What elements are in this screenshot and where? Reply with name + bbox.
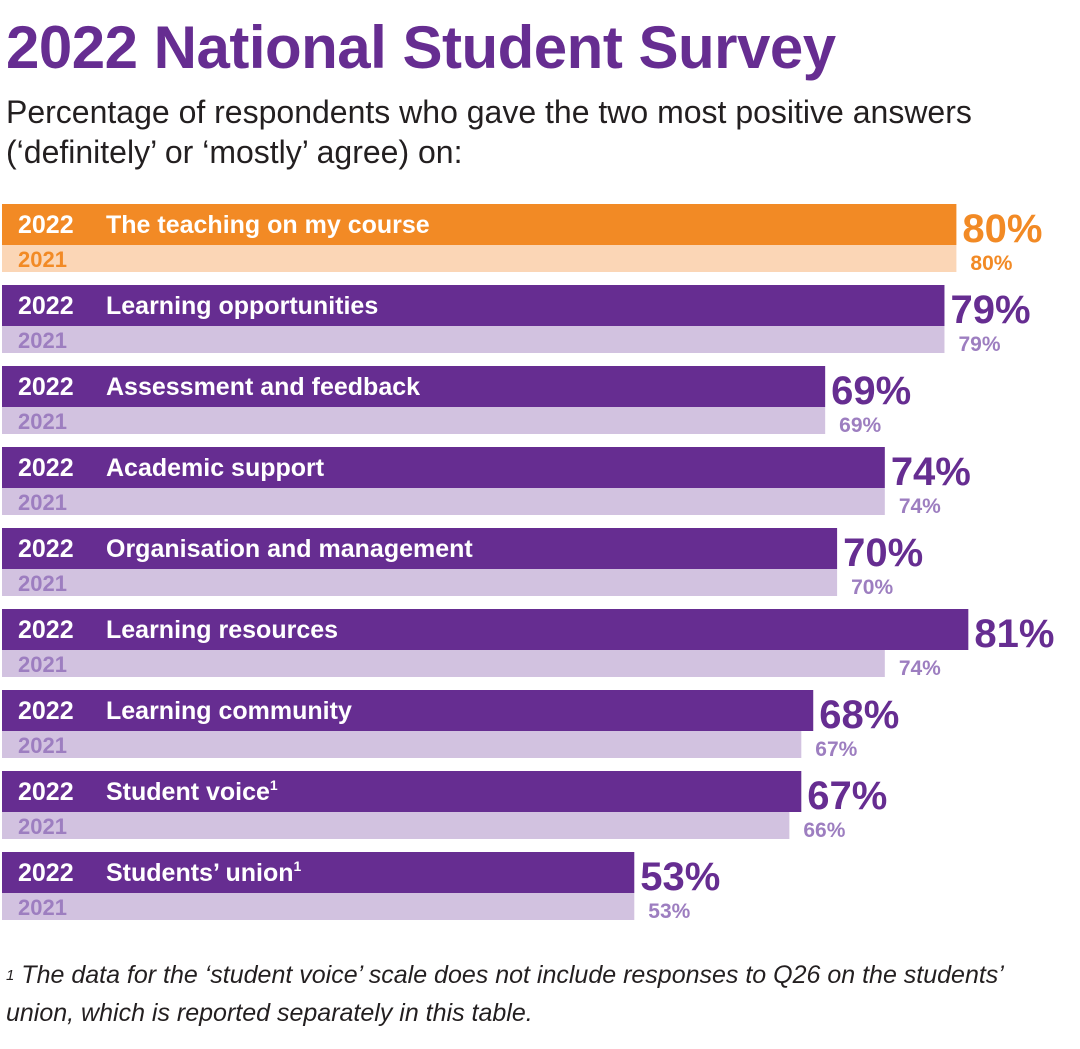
bar-2021: [2, 650, 885, 677]
bar-2022: [2, 609, 969, 650]
bar-2022: [2, 447, 885, 488]
category-label: Assessment and feedback: [106, 373, 420, 401]
bar-2022: [2, 204, 957, 245]
bar-2022: [2, 852, 635, 893]
value-label-2022: 79%: [950, 288, 1030, 332]
category-label: Learning opportunities: [106, 292, 378, 320]
value-label-2021: 70%: [851, 576, 893, 599]
bar-2022: [2, 690, 814, 731]
year-label-2021: 2021: [18, 814, 67, 839]
year-label-2021: 2021: [18, 247, 67, 272]
year-label-2022: 2022: [18, 211, 74, 239]
footnote-marker: 1: [6, 967, 15, 984]
bar-2021: [2, 569, 838, 596]
bar-2022: [2, 528, 838, 569]
year-label-2022: 2022: [18, 535, 74, 563]
bar-2022: [2, 285, 945, 326]
value-label-2021: 79%: [958, 333, 1000, 356]
value-label-2021: 53%: [648, 900, 690, 923]
bar-2021: [2, 407, 826, 434]
year-label-2021: 2021: [18, 409, 67, 434]
year-label-2021: 2021: [18, 490, 67, 515]
value-label-2021: 67%: [815, 738, 857, 761]
category-label: Academic support: [106, 454, 325, 482]
bar-2021: [2, 812, 790, 839]
year-label-2021: 2021: [18, 328, 67, 353]
year-label-2022: 2022: [18, 778, 74, 806]
year-label-2022: 2022: [18, 373, 74, 401]
value-label-2022: 80%: [962, 207, 1042, 251]
value-label-2022: 74%: [891, 450, 971, 494]
value-label-2021: 80%: [970, 252, 1012, 275]
value-label-2021: 74%: [899, 657, 941, 680]
chart-title: 2022 National Student Survey: [6, 14, 836, 81]
bar-2021: [2, 488, 885, 515]
category-label: Student voice1: [106, 777, 278, 806]
value-label-2021: 74%: [899, 495, 941, 518]
value-label-2022: 81%: [974, 612, 1054, 656]
chart-subtitle: Percentage of respondents who gave the t…: [6, 94, 972, 170]
year-label-2022: 2022: [18, 454, 74, 482]
value-label-2021: 66%: [803, 819, 845, 842]
value-label-2022: 69%: [831, 369, 911, 413]
bar-2021: [2, 245, 957, 272]
year-label-2022: 2022: [18, 616, 74, 644]
value-label-2022: 67%: [807, 774, 887, 818]
category-label: Students’ union1: [106, 858, 302, 887]
bar-2021: [2, 731, 802, 758]
value-label-2021: 69%: [839, 414, 881, 437]
year-label-2021: 2021: [18, 571, 67, 596]
year-label-2021: 2021: [18, 652, 67, 677]
category-label: The teaching on my course: [106, 211, 430, 239]
footnote-marker-sup: 1: [270, 777, 278, 793]
value-label-2022: 70%: [843, 531, 923, 575]
bar-2022: [2, 366, 826, 407]
year-label-2022: 2022: [18, 859, 74, 887]
year-label-2022: 2022: [18, 697, 74, 725]
bar-2022: [2, 771, 802, 812]
category-label: Learning community: [106, 697, 352, 725]
year-label-2021: 2021: [18, 733, 67, 758]
footnote-text: The data for the ‘student voice’ scale d…: [6, 961, 1003, 1027]
category-label: Organisation and management: [106, 535, 473, 563]
value-label-2022: 68%: [819, 693, 899, 737]
footnote: 1 The data for the ‘student voice’ scale…: [6, 958, 1066, 1030]
category-label: Learning resources: [106, 616, 338, 644]
year-label-2022: 2022: [18, 292, 74, 320]
footnote-marker-sup: 1: [294, 858, 302, 874]
year-label-2021: 2021: [18, 895, 67, 920]
bar-2021: [2, 893, 635, 920]
bar-2021: [2, 326, 945, 353]
value-label-2022: 53%: [640, 855, 720, 899]
